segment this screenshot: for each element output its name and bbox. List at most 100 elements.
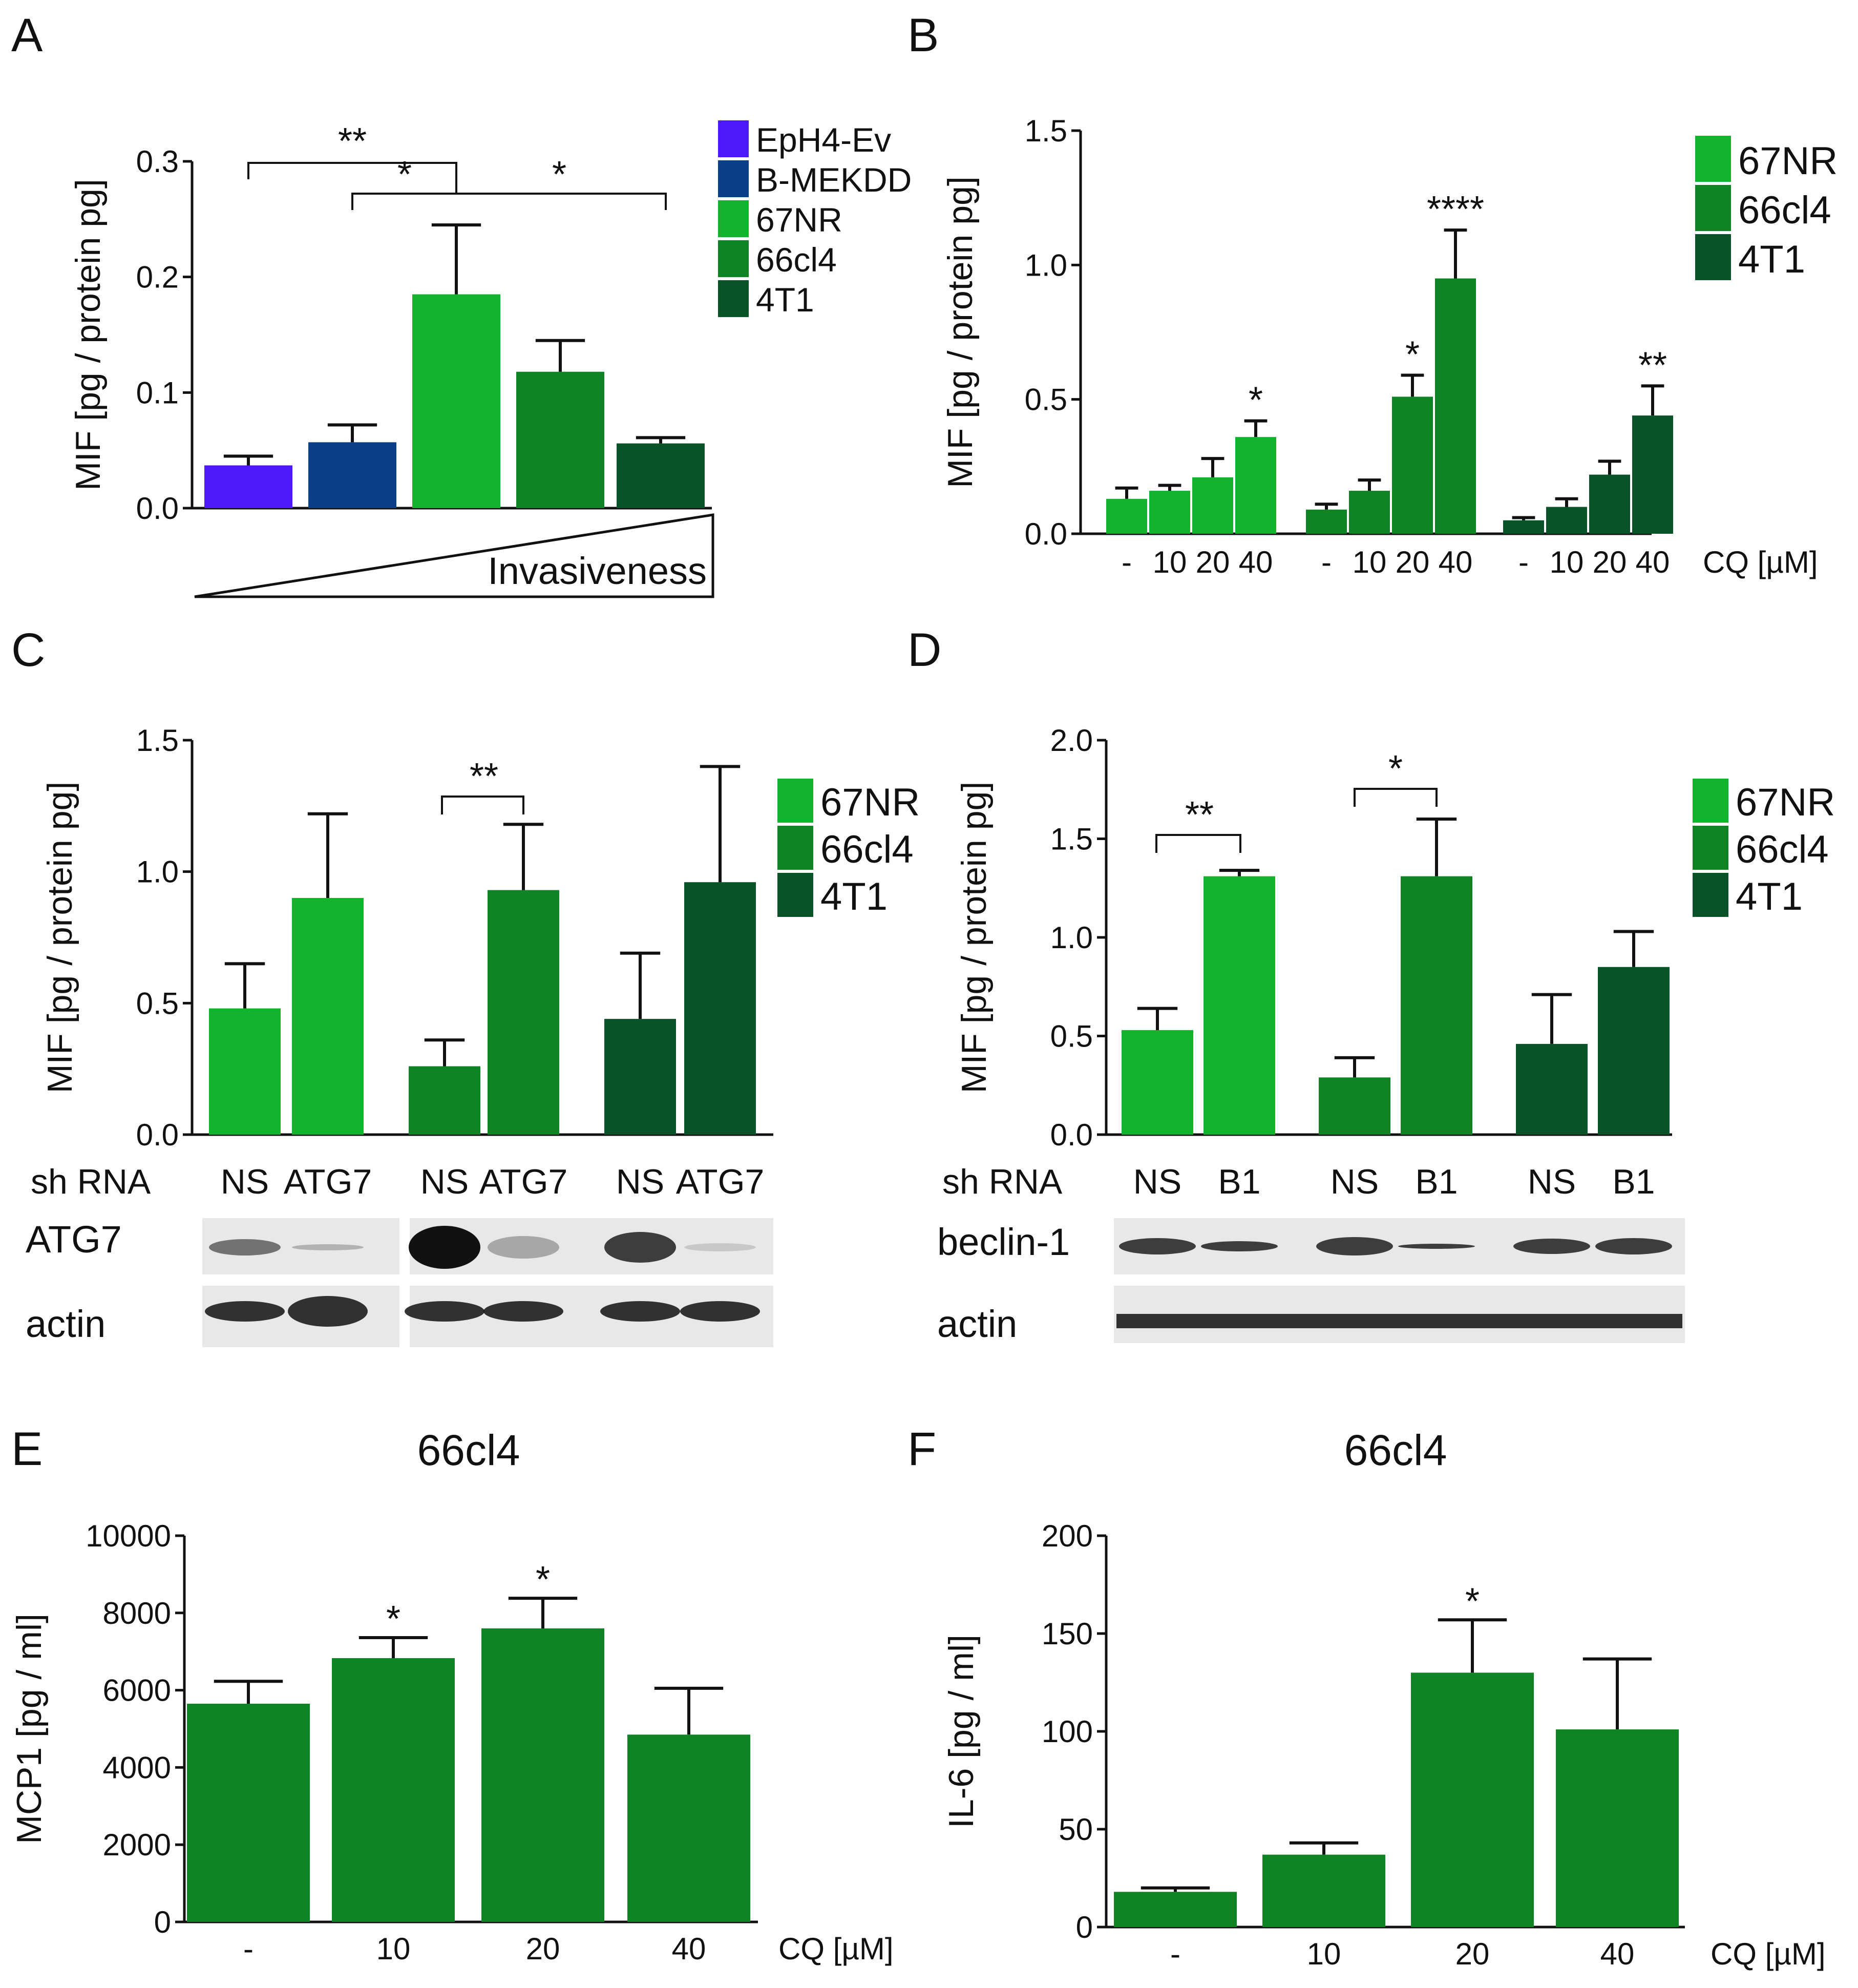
d-blot-label: beclin-1 xyxy=(937,1221,1070,1263)
a-bar xyxy=(412,294,500,508)
d-condition-label: B1 xyxy=(1612,1162,1655,1201)
b-significance-label: ** xyxy=(1638,345,1667,386)
b-bar xyxy=(1192,477,1233,534)
c-legend-swatch xyxy=(777,826,813,870)
c-legend-label: 67NR xyxy=(820,781,920,824)
a-y-tick-label: 0.0 xyxy=(136,491,179,526)
chart-c: 0.0 0.5 1.0 1.5 MIF [pg / protein pg] NS ATG7 N… xyxy=(26,723,920,1347)
b-dose-label: 20 xyxy=(1593,545,1627,579)
c-legend-label: 4T1 xyxy=(820,875,888,918)
e-significance-label: * xyxy=(536,1559,550,1600)
e-y-tick-label: 8000 xyxy=(103,1596,171,1630)
b-dose-label: 10 xyxy=(1153,545,1187,579)
b-bar xyxy=(1106,498,1147,534)
panel-letter-a: A xyxy=(11,9,43,61)
f-bar xyxy=(1411,1672,1534,1927)
f-bar xyxy=(1262,1854,1385,1927)
b-dose-label: 40 xyxy=(1636,545,1670,579)
d-y-axis-label: MIF [pg / protein pg] xyxy=(955,782,994,1094)
c-blot-band xyxy=(684,1243,756,1251)
e-significance-label: * xyxy=(386,1599,400,1640)
c-blot-band xyxy=(680,1301,760,1322)
d-bar xyxy=(1122,1030,1193,1135)
chart-f: 0 50 100 150 200 IL-6 [pg / ml] 66cl4 - 10 * 20 40 C… xyxy=(942,1426,1826,1971)
b-bar xyxy=(1632,415,1673,534)
panel-letter-e: E xyxy=(11,1423,43,1475)
d-blot-band xyxy=(1116,1314,1682,1328)
b-legend-label: 66cl4 xyxy=(1738,189,1831,232)
d-bracket xyxy=(1354,788,1438,807)
b-dose-label: - xyxy=(1122,545,1132,579)
f-x-tick-label: 40 xyxy=(1600,1937,1635,1971)
a-legend-swatch xyxy=(718,120,749,157)
d-bar xyxy=(1319,1077,1390,1135)
b-bar xyxy=(1546,507,1587,534)
e-bar xyxy=(187,1703,310,1922)
a-bracket xyxy=(351,193,667,210)
c-bar xyxy=(409,1066,480,1135)
b-dose-label: 10 xyxy=(1353,545,1387,579)
e-bar xyxy=(332,1658,455,1922)
a-y-tick-label: 0.1 xyxy=(136,375,179,410)
d-significance-label: ** xyxy=(1185,794,1214,835)
d-y-tick-label: 2.0 xyxy=(1050,723,1093,758)
d-blot-band xyxy=(1316,1237,1393,1255)
f-x-tick-label: - xyxy=(1170,1937,1180,1971)
b-dose-label: - xyxy=(1321,545,1332,579)
a-legend-label: B-MEKDD xyxy=(756,161,912,199)
d-y-tick-label: 1.0 xyxy=(1050,920,1093,955)
d-condition-label: B1 xyxy=(1218,1162,1260,1201)
c-condition-label: NS xyxy=(616,1162,664,1201)
a-bracket xyxy=(247,162,457,179)
panel-letter-b: B xyxy=(907,9,939,61)
f-title: 66cl4 xyxy=(1344,1426,1447,1474)
c-bracket xyxy=(441,796,524,814)
c-bar xyxy=(488,890,559,1135)
f-x-tick-label: 10 xyxy=(1307,1937,1341,1971)
b-dose-label: 10 xyxy=(1550,545,1584,579)
a-bar xyxy=(516,371,604,508)
b-legend-swatch xyxy=(1695,136,1731,182)
a-legend-swatch xyxy=(718,240,749,277)
b-x-axis-label: CQ [µM] xyxy=(1703,545,1818,579)
d-bar xyxy=(1204,876,1275,1135)
e-x-tick-label: - xyxy=(243,1932,254,1966)
panel-letter-c: C xyxy=(11,624,45,676)
c-condition-label: NS xyxy=(420,1162,469,1201)
d-blot-band xyxy=(1119,1238,1196,1254)
c-blot-band xyxy=(604,1232,676,1263)
b-legend-swatch xyxy=(1695,234,1731,280)
c-blot-label: ATG7 xyxy=(26,1218,122,1261)
c-blot-band xyxy=(600,1301,680,1322)
b-y-axis-label: MIF [pg / protein pg] xyxy=(941,176,980,488)
c-blot-band xyxy=(205,1301,285,1322)
chart-d: 0.0 0.5 1.0 1.5 2.0 MIF [pg / protein pg] NS B1… xyxy=(937,723,1835,1345)
e-x-tick-label: 20 xyxy=(526,1932,560,1966)
b-legend-label: 4T1 xyxy=(1738,238,1805,281)
a-bar xyxy=(204,465,292,508)
d-blot-band xyxy=(1595,1238,1672,1254)
b-bar xyxy=(1149,491,1190,534)
c-blot-band xyxy=(209,1239,281,1255)
c-bar xyxy=(209,1008,281,1135)
a-bar xyxy=(617,443,705,508)
b-bar xyxy=(1235,437,1276,534)
f-y-tick-label: 50 xyxy=(1059,1812,1093,1847)
d-bar xyxy=(1516,1043,1588,1135)
a-bar xyxy=(308,442,396,508)
d-row-label: sh RNA xyxy=(942,1162,1063,1201)
b-dose-label: 40 xyxy=(1239,545,1273,579)
b-bar xyxy=(1503,520,1544,534)
d-blot-band xyxy=(1513,1239,1590,1254)
d-significance-label: * xyxy=(1388,748,1403,789)
b-dose-label: 40 xyxy=(1439,545,1473,579)
b-dose-label: 20 xyxy=(1196,545,1230,579)
f-bar xyxy=(1114,1892,1237,1927)
f-bar xyxy=(1556,1729,1679,1927)
c-y-tick-label: 1.5 xyxy=(136,723,179,758)
a-legend-label: 66cl4 xyxy=(756,241,837,279)
d-legend-swatch xyxy=(1693,826,1728,870)
d-legend-label: 66cl4 xyxy=(1736,828,1829,871)
